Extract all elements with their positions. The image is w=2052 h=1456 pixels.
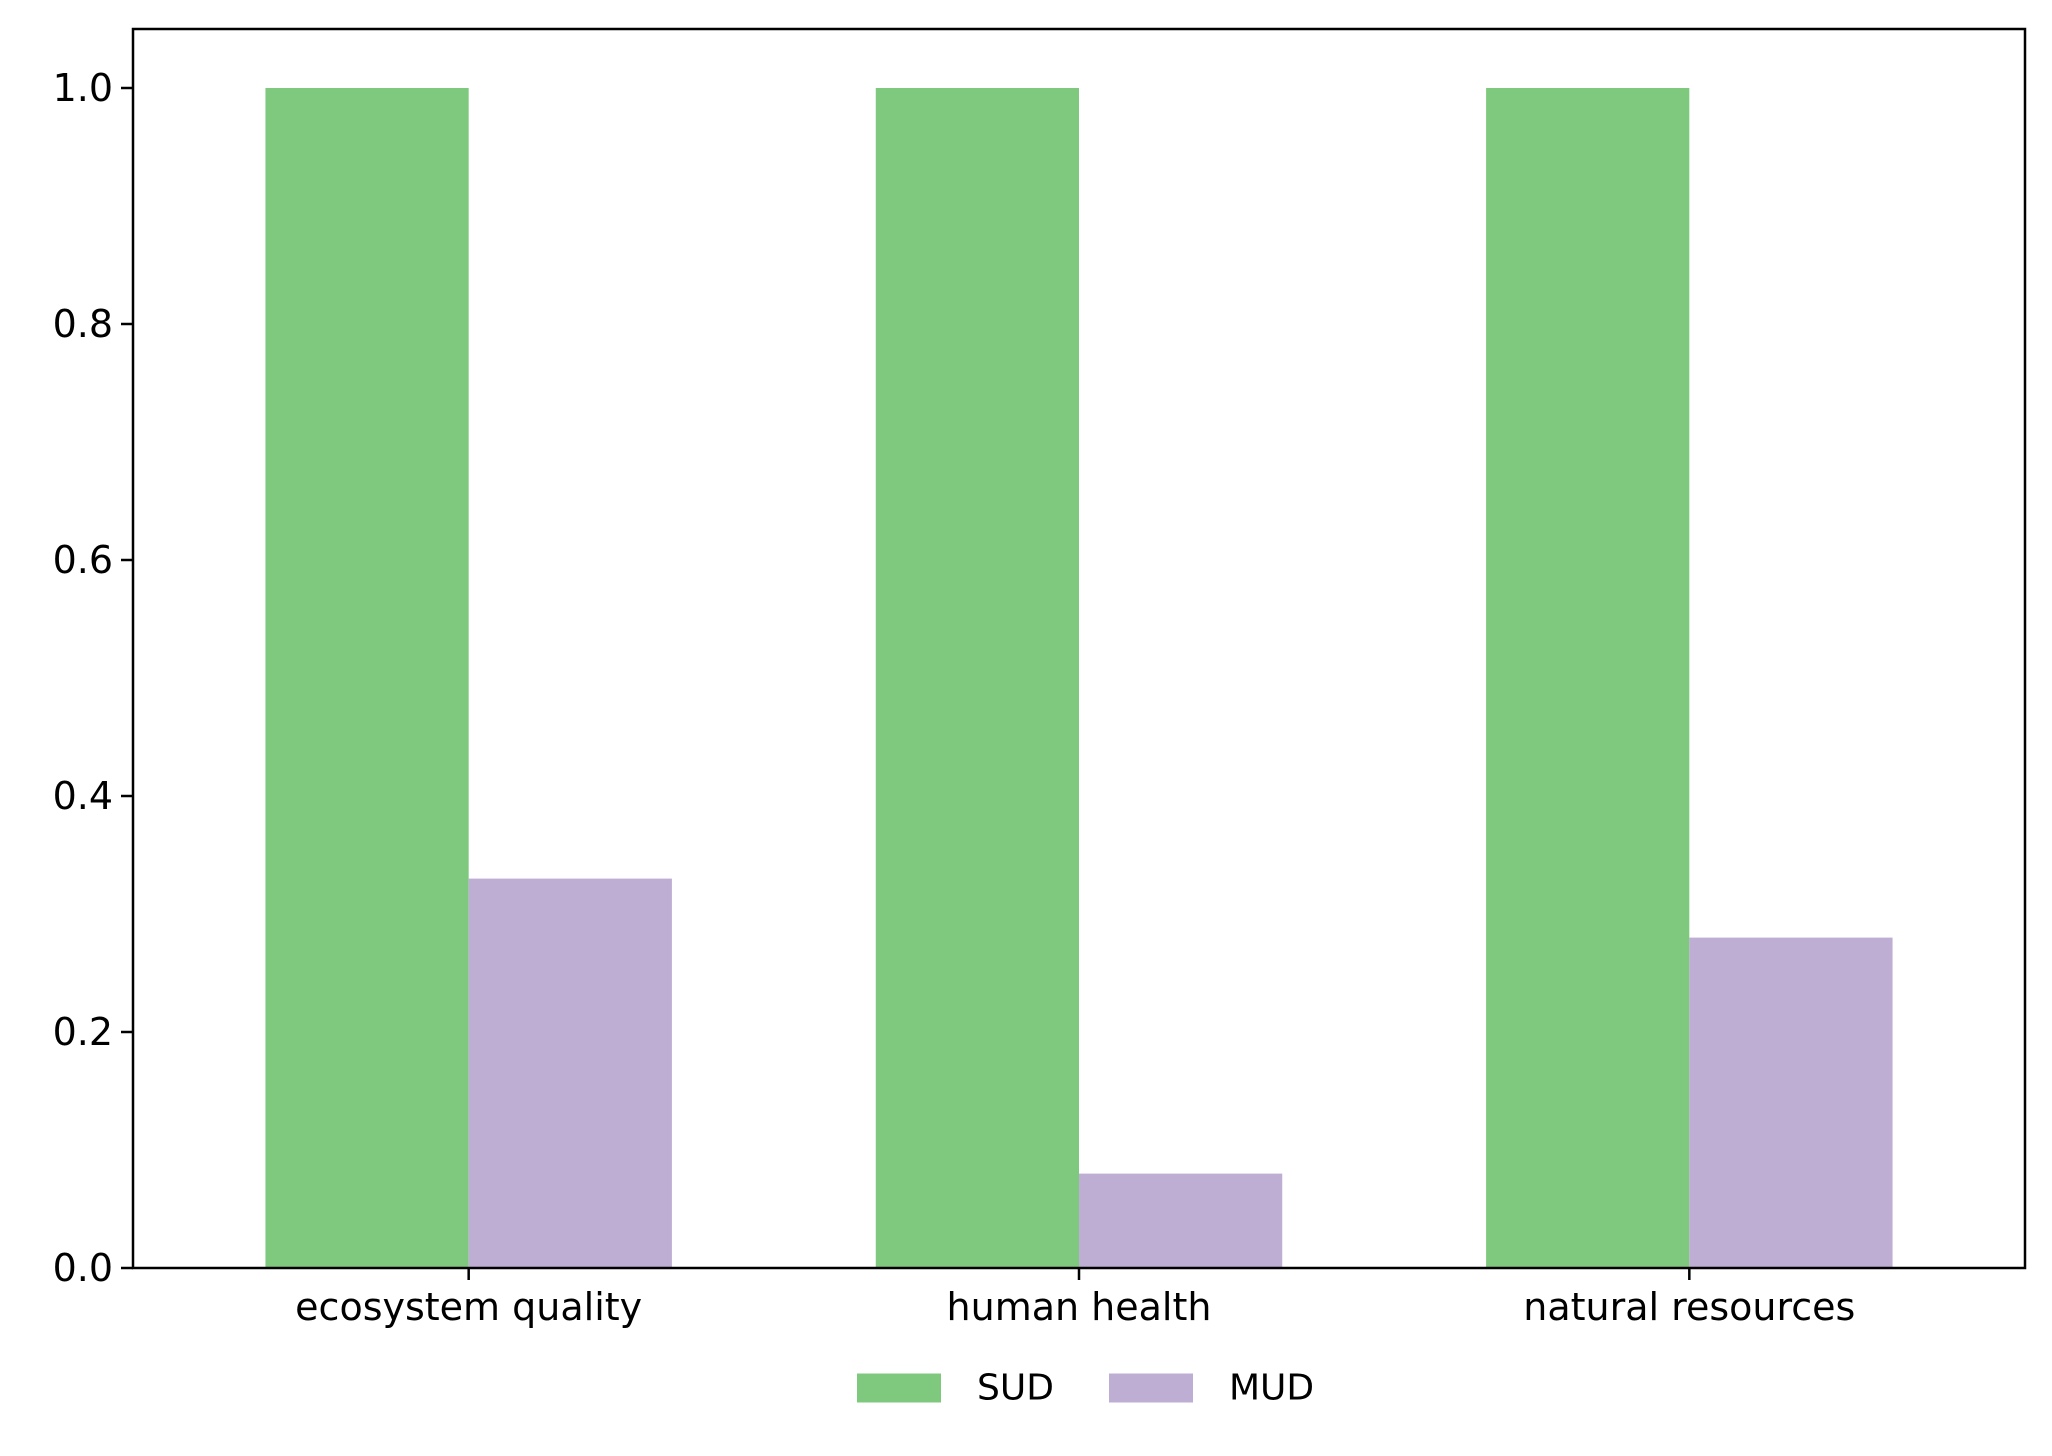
y-tick-label: 1.0 <box>53 66 113 110</box>
x-axis: ecosystem quality human health natural res… <box>295 1268 1855 1329</box>
x-tick-label: ecosystem quality <box>295 1285 642 1329</box>
bar-mud-2 <box>1689 937 1893 1268</box>
y-tick-label: 0.8 <box>53 302 113 346</box>
y-tick-label: 0.2 <box>53 1010 113 1054</box>
bar-mud-0 <box>468 878 672 1268</box>
legend-label-sud: SUD <box>977 1368 1054 1409</box>
legend-label-mud: MUD <box>1229 1368 1314 1409</box>
y-tick-label: 0.6 <box>53 538 113 582</box>
x-tick-label: human health <box>947 1285 1212 1329</box>
bars-layer <box>265 88 1893 1268</box>
y-axis: 0.0 0.2 0.4 0.6 0.8 1.0 <box>53 66 133 1290</box>
bar-sud-1 <box>875 88 1079 1268</box>
legend-swatch-mud <box>1109 1373 1193 1403</box>
y-tick-label: 0.4 <box>53 774 113 818</box>
legend-swatch-sud <box>857 1373 941 1403</box>
bar-mud-1 <box>1079 1173 1283 1268</box>
bar-sud-2 <box>1486 88 1690 1268</box>
x-tick-label: natural resources <box>1523 1285 1855 1329</box>
bar-sud-0 <box>265 88 469 1268</box>
y-tick-label: 0.0 <box>53 1246 113 1290</box>
legend: SUD MUD <box>857 1368 1314 1409</box>
